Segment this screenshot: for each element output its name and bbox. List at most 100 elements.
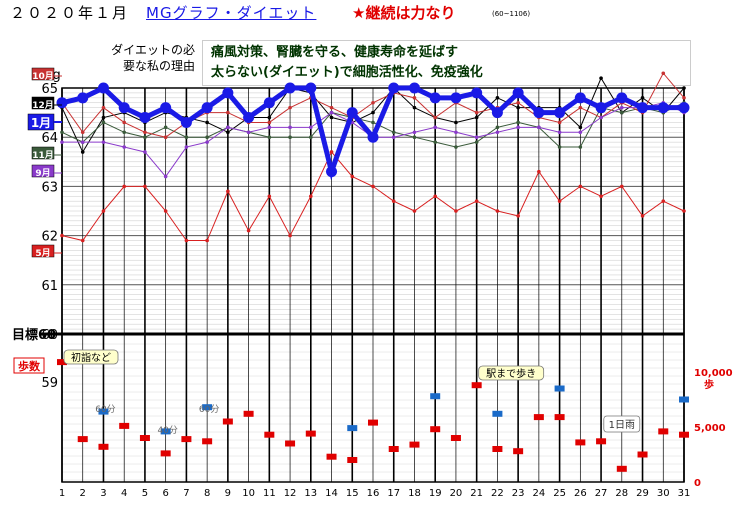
steps-marker: [389, 446, 399, 452]
steps-marker: [430, 426, 440, 432]
steps-unit-label: 歩: [704, 378, 714, 391]
series-point: [637, 102, 648, 113]
series-point: [679, 102, 690, 113]
series-point: [102, 116, 106, 120]
x-tick-label: 14: [325, 488, 338, 499]
x-tick-label: 12: [284, 488, 297, 499]
x-tick-label: 24: [532, 488, 545, 499]
x-tick-label: 17: [387, 488, 400, 499]
series-point: [533, 107, 544, 118]
series-point: [413, 209, 417, 213]
target-label: 目標: [12, 327, 38, 343]
x-tick-label: 16: [367, 488, 380, 499]
series-point: [326, 166, 337, 177]
series-point: [392, 130, 396, 134]
series-point: [454, 121, 458, 125]
series-point: [330, 111, 334, 115]
series-point: [413, 96, 417, 100]
series-point: [575, 92, 586, 103]
steps-marker: [534, 414, 544, 420]
series-point: [98, 83, 109, 94]
series-point: [620, 111, 624, 115]
series-point: [81, 239, 85, 243]
duration-note: 60分: [199, 404, 219, 415]
note-text: 1日雨: [609, 420, 635, 431]
series-point: [205, 140, 209, 144]
series-point: [620, 185, 624, 189]
series-point: [409, 83, 420, 94]
steps-marker: [181, 436, 191, 442]
annotation-21: 駅まで歩き: [479, 366, 544, 380]
series-point: [471, 87, 482, 98]
series-point: [558, 145, 562, 149]
steps-marker: [596, 438, 606, 444]
x-tick-label: 13: [304, 488, 317, 499]
series-point: [579, 130, 583, 134]
x-tick-label: 20: [450, 488, 463, 499]
x-tick-label: 6: [162, 488, 168, 499]
x-tick-label: 27: [595, 488, 608, 499]
series-point: [454, 145, 458, 149]
x-tick-label: 22: [491, 488, 504, 499]
steps-marker: [472, 382, 482, 388]
y-tick-label: 63: [41, 180, 58, 195]
series-point: [143, 130, 147, 134]
series-point: [164, 209, 168, 213]
series-point: [579, 106, 583, 110]
legend-tag-text: 10月: [32, 71, 54, 82]
steps-marker: [98, 444, 108, 450]
series-point: [513, 87, 524, 98]
steps-alt-marker: [430, 393, 440, 399]
series-point: [516, 121, 520, 125]
series-point: [81, 140, 85, 144]
series-point: [492, 107, 503, 118]
steps-marker: [161, 450, 171, 456]
x-tick-label: 18: [408, 488, 421, 499]
series-point: [496, 130, 500, 134]
series-point: [160, 102, 171, 113]
series-point: [247, 130, 251, 134]
series-point: [554, 107, 565, 118]
x-tick-label: 5: [142, 488, 148, 499]
series-point: [143, 185, 147, 189]
steps-alt-marker: [555, 386, 565, 392]
steps-alt-marker: [679, 397, 689, 403]
series-point: [77, 92, 88, 103]
legend-tag-text: 1月: [31, 116, 51, 130]
legend-tag-text: 11月: [32, 150, 54, 161]
series-point: [413, 135, 417, 139]
y-tick-label: 62: [41, 230, 58, 245]
x-tick-label: 28: [615, 488, 628, 499]
steps-marker: [140, 435, 150, 441]
series-point: [102, 140, 106, 144]
series-point: [641, 214, 645, 218]
legend-tag-11月: 11月: [32, 147, 62, 161]
steps-marker: [306, 431, 316, 437]
series-point: [60, 234, 64, 238]
steps-tick-label: 10,000: [694, 368, 733, 379]
steps-tick-label: 5,000: [694, 423, 726, 434]
series-point: [164, 126, 168, 130]
steps-marker: [368, 420, 378, 426]
series-point: [247, 229, 251, 233]
series-point: [350, 175, 354, 179]
series-point: [122, 185, 126, 189]
steps-marker: [119, 423, 129, 429]
series-point: [413, 106, 417, 110]
series-point: [516, 126, 520, 130]
steps-legend-tag: 歩数: [14, 358, 44, 373]
series-point: [164, 135, 168, 139]
series-point: [496, 126, 500, 130]
series-point: [371, 185, 375, 189]
series-point: [205, 239, 209, 243]
series-point: [60, 140, 64, 144]
series-point: [661, 199, 665, 203]
x-tick-label: 11: [263, 488, 276, 499]
steps-marker: [492, 446, 502, 452]
steps-marker: [555, 414, 565, 420]
x-tick-label: 23: [512, 488, 525, 499]
series-point: [226, 190, 230, 194]
x-tick-label: 31: [678, 488, 691, 499]
series-point: [330, 106, 334, 110]
series-point: [682, 86, 686, 90]
